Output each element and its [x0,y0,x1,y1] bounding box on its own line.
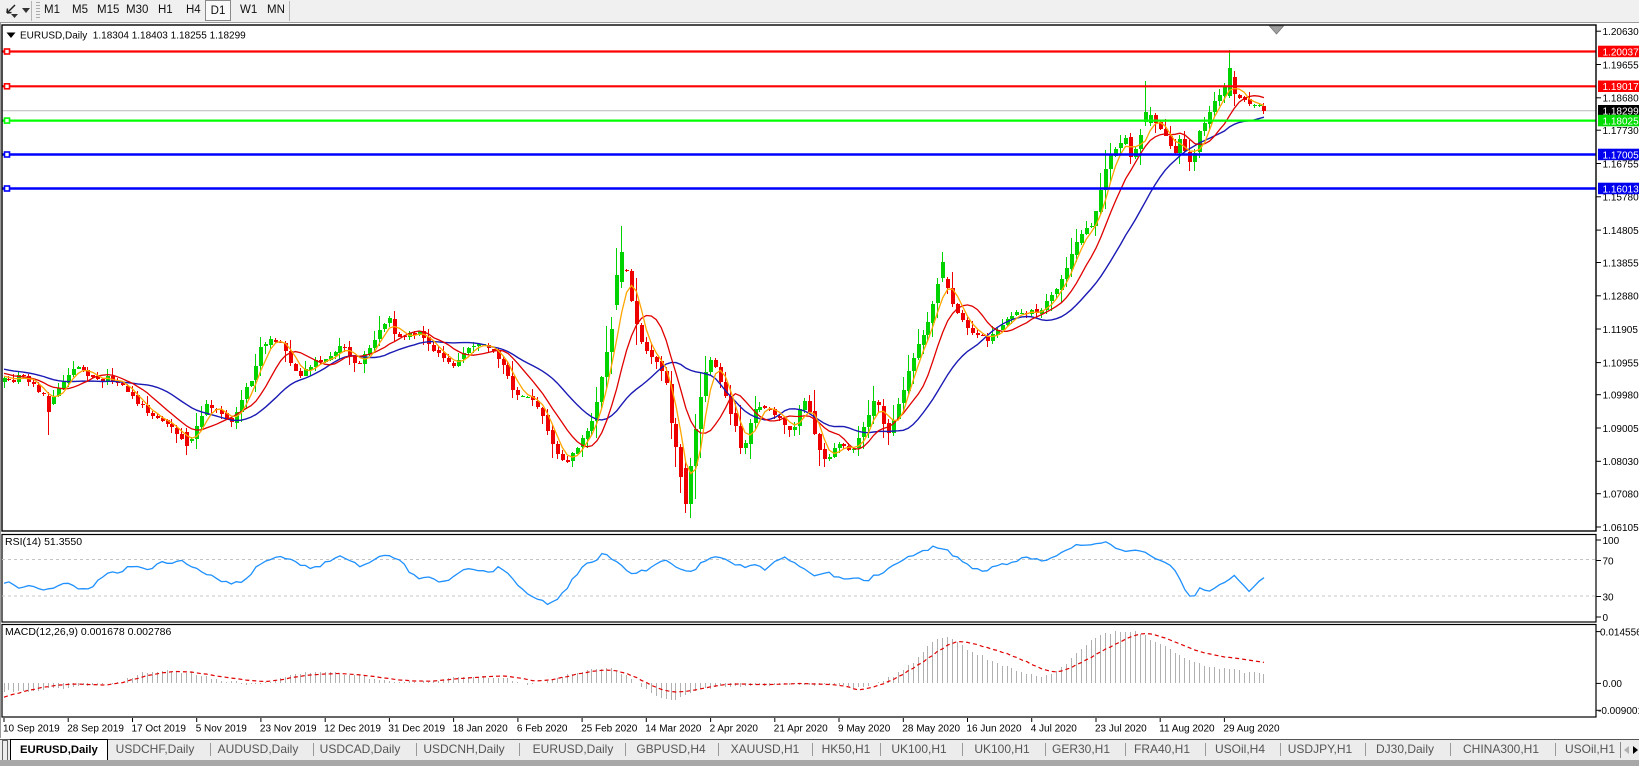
svg-text:-0.009001: -0.009001 [1598,706,1639,717]
svg-text:14 Mar 2020: 14 Mar 2020 [645,724,702,735]
svg-text:1.12880: 1.12880 [1603,292,1639,303]
svg-text:11 Aug 2020: 11 Aug 2020 [1159,724,1215,735]
svg-text:EURUSD,Daily 1.18304 1.18403: EURUSD,Daily 1.18304 1.18403 1.18255 1.1… [20,31,246,42]
svg-text:21 Apr 2020: 21 Apr 2020 [774,724,828,735]
svg-text:25 Feb 2020: 25 Feb 2020 [581,724,638,735]
svg-text:1.07080: 1.07080 [1603,490,1639,501]
svg-text:1.11905: 1.11905 [1603,325,1639,336]
svg-text:29 Aug 2020: 29 Aug 2020 [1223,724,1280,735]
svg-text:10 Sep 2019: 10 Sep 2019 [3,724,60,735]
svg-text:1.13855: 1.13855 [1603,258,1639,269]
svg-text:28 Sep 2019: 28 Sep 2019 [67,724,124,735]
svg-text:RSI(14) 51.3550: RSI(14) 51.3550 [5,536,82,548]
svg-text:17 Oct 2019: 17 Oct 2019 [132,724,187,735]
svg-text:1.19017: 1.19017 [1603,82,1639,93]
svg-text:0: 0 [1603,613,1609,624]
svg-text:4 Jul 2020: 4 Jul 2020 [1031,724,1078,735]
svg-text:1.18680: 1.18680 [1603,94,1639,105]
svg-text:1.10955: 1.10955 [1603,358,1639,369]
svg-text:0.00: 0.00 [1603,679,1623,690]
svg-text:1.17730: 1.17730 [1603,126,1639,137]
svg-text:23 Jul 2020: 23 Jul 2020 [1095,724,1147,735]
svg-text:1.14805: 1.14805 [1603,226,1639,237]
svg-text:1.08030: 1.08030 [1603,457,1639,468]
svg-text:1.16013: 1.16013 [1603,184,1639,195]
svg-text:1.20630: 1.20630 [1603,27,1639,38]
svg-text:5 Nov 2019: 5 Nov 2019 [196,724,248,735]
svg-text:1.20037: 1.20037 [1603,47,1639,58]
svg-text:1.09005: 1.09005 [1603,424,1639,435]
svg-text:31 Dec 2019: 31 Dec 2019 [388,724,445,735]
svg-text:70: 70 [1603,556,1615,567]
svg-text:2 Apr 2020: 2 Apr 2020 [710,724,759,735]
svg-text:1.16755: 1.16755 [1603,159,1639,170]
svg-text:16 Jun 2020: 16 Jun 2020 [967,724,1022,735]
svg-text:100: 100 [1603,536,1620,547]
svg-text:12 Dec 2019: 12 Dec 2019 [324,724,381,735]
svg-text:30: 30 [1603,592,1615,603]
svg-text:23 Nov 2019: 23 Nov 2019 [260,724,317,735]
svg-text:1.09980: 1.09980 [1603,391,1639,402]
svg-text:1.19655: 1.19655 [1603,60,1639,71]
svg-text:6 Feb 2020: 6 Feb 2020 [517,724,568,735]
svg-text:1.06105: 1.06105 [1603,523,1639,534]
svg-text:1.18025: 1.18025 [1603,116,1639,127]
svg-text:0.014556: 0.014556 [1600,627,1639,638]
svg-text:1.17005: 1.17005 [1603,150,1639,161]
svg-text:1.15780: 1.15780 [1603,193,1639,204]
svg-text:9 May 2020: 9 May 2020 [838,724,891,735]
svg-text:28 May 2020: 28 May 2020 [902,724,960,735]
svg-text:1.18299: 1.18299 [1603,107,1639,118]
svg-text:MACD(12,26,9) 0.001678 0.00278: MACD(12,26,9) 0.001678 0.002786 [5,626,172,638]
svg-text:18 Jan 2020: 18 Jan 2020 [453,724,508,735]
